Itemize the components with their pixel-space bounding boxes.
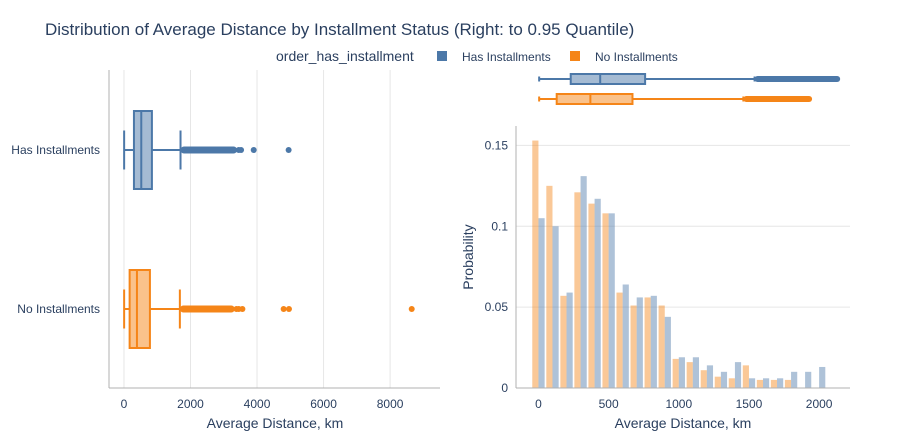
box-plots	[123, 73, 841, 349]
right-y-tick-label: 0.15	[485, 138, 509, 152]
histogram-bar-no	[574, 192, 581, 388]
histogram-bar-has	[706, 365, 714, 388]
histogram-bar-has	[664, 316, 671, 388]
left-x-tick-label: 2000	[177, 397, 204, 411]
histogram-bar-no	[644, 297, 651, 388]
left-no-outlier-band	[179, 305, 235, 313]
histogram-bar-has	[566, 292, 573, 388]
histogram-bar-has	[608, 213, 615, 388]
histogram-bar-has	[538, 218, 545, 388]
histogram-bar-has	[580, 176, 587, 388]
left-has-iqr-box	[132, 110, 153, 190]
left-no-outlier-point	[408, 306, 415, 312]
histogram-bar-has	[552, 226, 559, 388]
marginal-no-iqr-box	[555, 93, 634, 105]
histogram-bar-has	[762, 378, 770, 388]
histogram-bar-no	[658, 305, 665, 388]
left-no-box	[123, 269, 415, 349]
left-x-tick-label: 6000	[310, 397, 337, 411]
histogram-bar-no	[756, 379, 763, 388]
histogram-bar-no	[784, 379, 792, 388]
histogram-bar-no	[560, 295, 567, 388]
tick-labels: 0 2000 4000 6000 8000 Has Installments No Inst…	[11, 138, 832, 411]
marginal-has-outlier-band	[754, 76, 841, 82]
histogram-bar-has	[734, 362, 742, 388]
legend-swatch-no-installments[interactable]	[570, 51, 580, 61]
legend-title: order_has_installment	[276, 48, 414, 64]
left-has-box	[123, 110, 292, 190]
grid-layer	[123, 70, 850, 388]
marginal-no-outlier-band	[743, 96, 813, 102]
histogram-bar-no	[588, 203, 595, 388]
right-y-tick-label: 0.05	[485, 300, 509, 314]
legend-label-has-installments[interactable]: Has Installments	[462, 50, 551, 64]
histogram-bar-no	[714, 376, 721, 388]
axes	[108, 70, 850, 389]
histogram-bar-has	[594, 198, 601, 388]
histogram-bars	[532, 140, 826, 388]
histogram-bar-has	[748, 378, 756, 388]
histogram-bar-has	[622, 284, 629, 388]
histogram-bar-has	[678, 357, 685, 388]
legend-label-no-installments[interactable]: No Installments	[595, 50, 678, 64]
right-x-axis-title: Average Distance, km	[615, 415, 752, 431]
right-y-tick-label: 0.1	[491, 219, 508, 233]
histogram-bar-no	[672, 358, 679, 388]
right-x-tick-label: 500	[599, 397, 619, 411]
histogram-bar-has	[791, 371, 798, 388]
left-y-tick-label: No Installments	[17, 302, 100, 316]
left-has-outlier-band	[180, 146, 238, 154]
left-x-axis-title: Average Distance, km	[207, 415, 344, 431]
histogram-bar-no	[532, 140, 539, 388]
histogram-bar-no	[616, 292, 623, 388]
histogram-bar-no	[630, 305, 637, 388]
right-x-tick-label: 2000	[806, 397, 833, 411]
histogram-bar-has	[805, 371, 812, 388]
right-x-tick-label: 0	[535, 397, 542, 411]
histogram-bar-no	[546, 185, 553, 388]
histogram-bar-has	[650, 295, 657, 388]
left-y-tick-label: Has Installments	[11, 143, 100, 157]
left-x-tick-label: 4000	[244, 397, 271, 411]
histogram-bar-has	[636, 297, 643, 388]
left-x-tick-label: 0	[121, 397, 128, 411]
legend: order_has_installment Has Installments N…	[276, 48, 678, 64]
left-no-outlier-point	[239, 306, 246, 312]
left-x-tick-label: 8000	[377, 397, 404, 411]
marginal-has-box	[538, 73, 841, 85]
left-no-outlier-point	[280, 306, 287, 312]
right-y-tick-label: 0	[501, 381, 508, 395]
right-x-tick-label: 1000	[665, 397, 692, 411]
histogram-bar-no	[770, 379, 778, 388]
marginal-has-iqr-box	[569, 73, 647, 85]
left-has-outlier-point	[285, 147, 292, 153]
left-no-iqr-box	[128, 269, 151, 349]
histogram-bar-has	[777, 378, 784, 388]
chart-title: Distribution of Average Distance by Inst…	[45, 20, 634, 39]
right-x-tick-label: 1500	[736, 397, 763, 411]
left-has-outlier-point	[250, 147, 257, 153]
histogram-bar-no	[742, 365, 749, 388]
histogram-bar-no	[602, 213, 609, 388]
histogram-bar-has	[720, 371, 728, 388]
right-y-axis-title: Probability	[460, 224, 476, 289]
legend-swatch-has-installments[interactable]	[437, 51, 447, 61]
left-no-outlier-point	[285, 306, 292, 312]
histogram-bar-no	[700, 370, 707, 388]
marginal-no-box	[538, 93, 813, 105]
histogram-bar-has	[692, 357, 699, 388]
histogram-bar-no	[686, 362, 693, 388]
histogram-bar-has	[819, 366, 826, 388]
left-has-outlier-point	[238, 147, 245, 153]
histogram-bar-no	[728, 378, 735, 388]
